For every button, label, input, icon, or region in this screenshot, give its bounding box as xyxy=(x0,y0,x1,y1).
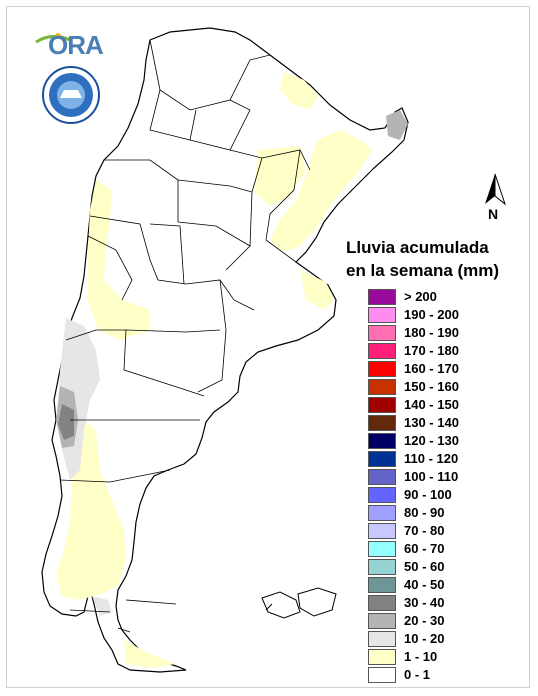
legend-swatch xyxy=(368,505,396,521)
ora-logo xyxy=(34,28,104,58)
legend-label: > 200 xyxy=(404,289,437,304)
legend-label: 20 - 30 xyxy=(404,613,445,628)
legend-swatch xyxy=(368,415,396,431)
legend-item: 0 - 1 xyxy=(368,666,508,684)
legend-swatch xyxy=(368,577,396,593)
legend-label: 120 - 130 xyxy=(404,433,459,448)
legend-label: 40 - 50 xyxy=(404,577,445,592)
legend-label: 50 - 60 xyxy=(404,559,445,574)
legend-swatch xyxy=(368,379,396,395)
province-borders xyxy=(59,39,311,633)
rain-zone-1-10-cuyo xyxy=(88,180,150,340)
legend-label: 60 - 70 xyxy=(404,541,445,556)
legend-label: 1 - 10 xyxy=(404,649,438,664)
legend-item: 180 - 190 xyxy=(368,324,508,342)
legend-item: 130 - 140 xyxy=(368,414,508,432)
legend-swatch xyxy=(368,433,396,449)
rain-zone-1-10-patagonia xyxy=(56,420,126,600)
rain-zone-1-10-tierra-del-fuego xyxy=(124,640,176,668)
legend-item: 150 - 160 xyxy=(368,378,508,396)
smn-seal-icon xyxy=(42,66,100,124)
rain-zone-20-30-misiones xyxy=(386,110,408,140)
legend-label: 160 - 170 xyxy=(404,361,459,376)
legend-swatch xyxy=(368,649,396,665)
legend-swatch xyxy=(368,487,396,503)
legend-item: 30 - 40 xyxy=(368,594,508,612)
legend-label: 70 - 80 xyxy=(404,523,445,538)
ora-logo-text: ORA xyxy=(48,30,104,60)
legend-item: > 200 xyxy=(368,288,508,306)
rain-zone-1-10-northeast xyxy=(270,130,372,252)
legend-swatch xyxy=(368,397,396,413)
rain-zone-10-20-south xyxy=(92,596,112,616)
legend-swatch xyxy=(368,451,396,467)
legend-label: 80 - 90 xyxy=(404,505,445,520)
legend-label: 140 - 150 xyxy=(404,397,459,412)
legend-label: 10 - 20 xyxy=(404,631,445,646)
legend-swatch xyxy=(368,307,396,323)
legend-item: 100 - 110 xyxy=(368,468,508,486)
legend-label: 90 - 100 xyxy=(404,487,452,502)
legend-item: 90 - 100 xyxy=(368,486,508,504)
legend-item: 160 - 170 xyxy=(368,360,508,378)
legend-item: 80 - 90 xyxy=(368,504,508,522)
north-label: N xyxy=(488,206,499,222)
legend-swatch xyxy=(368,559,396,575)
legend-item: 50 - 60 xyxy=(368,558,508,576)
legend-swatch xyxy=(368,667,396,683)
map-frame xyxy=(6,6,530,688)
legend-swatch xyxy=(368,325,396,341)
legend-swatch xyxy=(368,289,396,305)
legend-title: Lluvia acumulada en la semana (mm) xyxy=(346,236,499,282)
legend-item: 20 - 30 xyxy=(368,612,508,630)
legend-label: 190 - 200 xyxy=(404,307,459,322)
legend-item: 190 - 200 xyxy=(368,306,508,324)
rain-zone-1-10-buenos-aires xyxy=(300,270,334,310)
rain-zone-30-40-andes xyxy=(58,404,74,440)
legend-label: 0 - 1 xyxy=(404,667,431,682)
legend-item: 10 - 20 xyxy=(368,630,508,648)
legend-swatch xyxy=(368,631,396,647)
legend-label: 110 - 120 xyxy=(404,451,459,466)
legend-title-line-1: Lluvia acumulada xyxy=(346,238,489,257)
legend-item: 1 - 10 xyxy=(368,648,508,666)
legend-item: 60 - 70 xyxy=(368,540,508,558)
legend-label: 150 - 160 xyxy=(404,379,459,394)
legend-title-line-2: en la semana (mm) xyxy=(346,261,500,280)
legend-item: 70 - 80 xyxy=(368,522,508,540)
legend-swatch xyxy=(368,361,396,377)
rain-zone-1-10-north xyxy=(280,72,318,110)
legend-swatch xyxy=(368,523,396,539)
legend-label: 30 - 40 xyxy=(404,595,445,610)
legend-item: 120 - 130 xyxy=(368,432,508,450)
legend-label: 100 - 110 xyxy=(404,469,459,484)
legend-label: 170 - 180 xyxy=(404,343,459,358)
legend-label: 180 - 190 xyxy=(404,325,459,340)
legend-swatch xyxy=(368,595,396,611)
legend-swatch xyxy=(368,469,396,485)
legend-item: 40 - 50 xyxy=(368,576,508,594)
legend-item: 110 - 120 xyxy=(368,450,508,468)
legend-swatch xyxy=(368,343,396,359)
legend-label: 130 - 140 xyxy=(404,415,459,430)
legend-swatch xyxy=(368,613,396,629)
legend-item: 140 - 150 xyxy=(368,396,508,414)
malvinas-islands xyxy=(261,587,337,619)
legend-swatch xyxy=(368,541,396,557)
north-arrow-icon xyxy=(485,173,507,206)
legend-item: 170 - 180 xyxy=(368,342,508,360)
